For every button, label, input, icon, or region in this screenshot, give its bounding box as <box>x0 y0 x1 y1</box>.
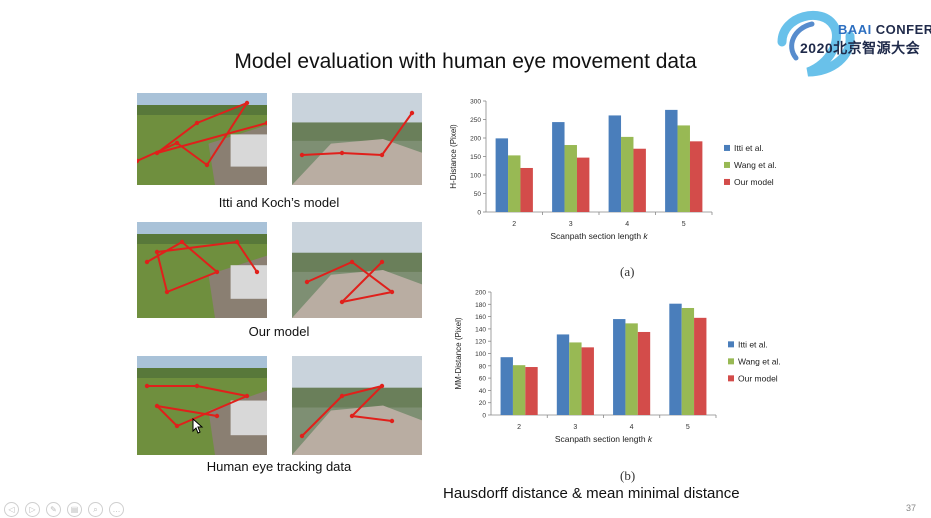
bar <box>689 141 703 212</box>
x-tick-label: 2 <box>512 221 516 228</box>
legend-label: Our model <box>734 177 774 187</box>
caption-our-model: Our model <box>248 324 310 339</box>
prev-icon[interactable]: ◁ <box>4 502 19 517</box>
legend-swatch <box>724 178 730 185</box>
x-tick-label: 5 <box>682 221 686 228</box>
y-axis-label: MM-Distance (Pixel) <box>454 317 463 389</box>
bar <box>556 334 570 415</box>
bar <box>625 323 638 415</box>
x-tick-label: 5 <box>686 424 690 431</box>
logo-brand: BAAI <box>838 22 872 37</box>
caption-itti: Itti and Koch’s model <box>218 195 340 210</box>
bar <box>637 331 651 415</box>
y-tick-label: 80 <box>479 363 487 370</box>
legend-label: Wang et al. <box>734 160 777 170</box>
y-tick-label: 50 <box>474 191 482 198</box>
mouse-cursor-icon <box>192 418 204 434</box>
bar <box>665 109 678 212</box>
logo-conference-text: BAAICONFERENCE <box>838 22 931 37</box>
y-tick-label: 300 <box>470 99 481 106</box>
bar <box>500 357 513 415</box>
y-tick-label: 150 <box>470 154 481 161</box>
bar <box>525 367 538 415</box>
x-tick-label: 3 <box>573 424 577 431</box>
y-tick-label: 200 <box>470 136 481 143</box>
bar <box>569 342 582 415</box>
legend-label: Itti et al. <box>734 143 764 153</box>
bar <box>564 145 577 212</box>
legend-swatch <box>724 144 730 151</box>
x-tick-label: 3 <box>569 221 573 228</box>
legend-swatch <box>728 341 734 348</box>
chart-a-sublabel: (a) <box>620 264 635 279</box>
pen-icon[interactable]: ✎ <box>46 502 61 517</box>
scanpath-photo <box>292 222 422 318</box>
legend-swatch <box>728 358 734 365</box>
x-axis-label: Scanpath section length k <box>555 434 653 444</box>
logo-line1: CONFERENCE <box>875 22 931 37</box>
bar <box>613 319 626 415</box>
bar <box>576 157 590 212</box>
footer-caption: Hausdorff distance & mean minimal distan… <box>443 485 740 502</box>
bar <box>677 125 690 212</box>
y-tick-label: 120 <box>475 339 486 346</box>
y-tick-label: 60 <box>479 376 487 383</box>
y-tick-label: 20 <box>479 400 487 407</box>
y-tick-label: 250 <box>470 117 481 124</box>
next-icon[interactable]: ▷ <box>25 502 40 517</box>
legend-swatch <box>724 161 730 168</box>
scanpath-photo <box>137 93 267 185</box>
bar <box>633 148 646 212</box>
y-axis-label: H-Distance (Pixel) <box>449 124 458 189</box>
chart-h-distance: 0 50 100 150 200 250 300 2 3 4 5 Scanpath section l… <box>449 99 777 242</box>
y-tick-label: 100 <box>475 351 486 358</box>
bar <box>552 122 565 212</box>
y-tick-label: 0 <box>482 413 486 420</box>
bar <box>520 167 533 212</box>
y-tick-label: 180 <box>475 302 486 309</box>
conference-logo <box>772 6 930 78</box>
bar <box>608 115 622 212</box>
bar <box>581 347 594 415</box>
legend-swatch <box>728 375 734 382</box>
legend-label: Our model <box>738 373 778 383</box>
chart-b-sublabel: (b) <box>620 468 636 483</box>
bar <box>512 365 526 415</box>
more-icon[interactable]: … <box>109 502 124 517</box>
bar <box>495 138 509 212</box>
x-tick-label: 4 <box>625 221 629 228</box>
x-tick-label: 2 <box>517 424 521 431</box>
page-number: 37 <box>906 503 917 513</box>
slides-icon[interactable]: ▤ <box>67 502 82 517</box>
y-tick-label: 140 <box>475 326 486 333</box>
scanpath-photo <box>137 222 267 318</box>
logo-swirl-icon <box>777 11 855 77</box>
bar <box>681 307 695 415</box>
y-tick-label: 160 <box>475 314 486 321</box>
bar <box>669 303 682 415</box>
scanpath-photo <box>292 93 422 185</box>
presentation-toolbar: ◁ ▷ ✎ ▤ ⌕ … <box>4 502 124 518</box>
bar <box>621 136 634 212</box>
chart-mm-distance: 0 20 40 60 80 100 120 140 160 180 200 2 3 4 5 Scanpath … <box>454 290 781 445</box>
x-tick-label: 4 <box>630 424 634 431</box>
caption-human: Human eye tracking data <box>206 459 352 474</box>
bar <box>694 317 707 415</box>
logo-line2: 2020北京智源大会 <box>800 40 921 56</box>
y-tick-label: 200 <box>475 290 486 297</box>
legend-label: Wang et al. <box>738 356 781 366</box>
y-tick-label: 40 <box>479 388 487 395</box>
y-tick-label: 0 <box>477 210 481 217</box>
slide-title: Model evaluation with human eye movement… <box>234 50 697 73</box>
scanpath-photo <box>137 356 267 455</box>
x-axis-label: Scanpath section length k <box>550 231 648 241</box>
legend-label: Itti et al. <box>738 339 768 349</box>
y-tick-label: 100 <box>470 173 481 180</box>
scanpath-photo <box>292 356 422 455</box>
bar <box>508 155 521 212</box>
zoom-icon[interactable]: ⌕ <box>88 502 103 517</box>
